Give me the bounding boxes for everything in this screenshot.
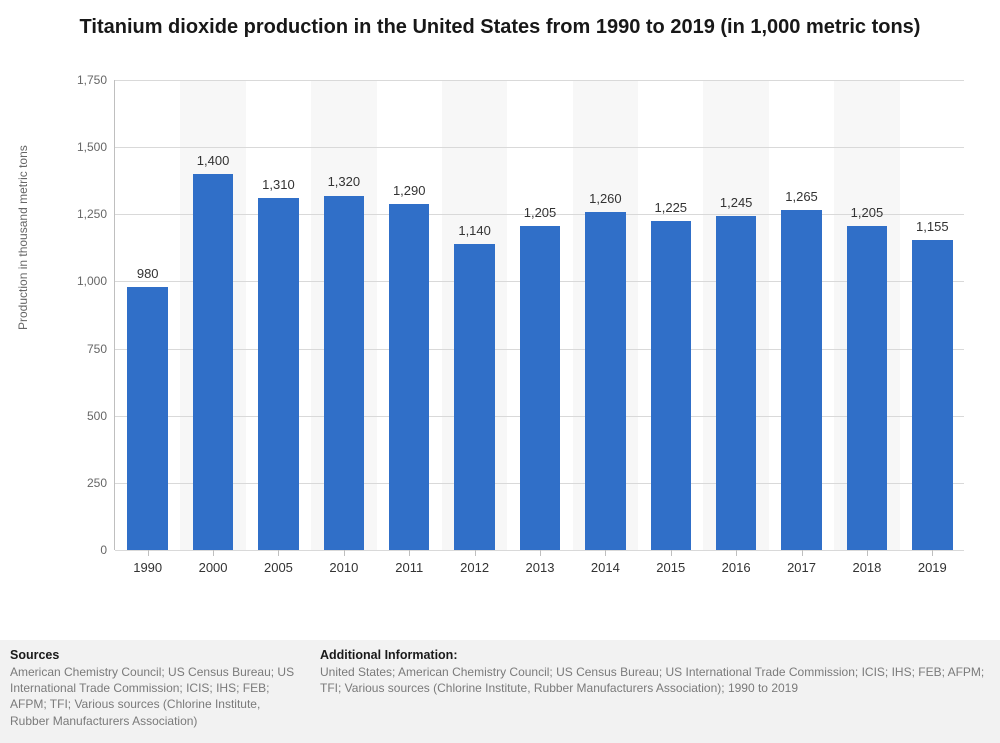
additional-info-column: Additional Information: United States; A… <box>320 648 990 696</box>
sources-column: Sources American Chemistry Council; US C… <box>10 648 320 729</box>
bar[interactable] <box>454 244 495 550</box>
y-tick-label: 500 <box>87 409 107 423</box>
additional-info-body: United States; American Chemistry Counci… <box>320 664 990 696</box>
x-tick <box>802 550 803 556</box>
sources-heading: Sources <box>10 648 302 662</box>
bar[interactable] <box>389 204 430 550</box>
x-tick <box>278 550 279 556</box>
bar-value-label: 1,310 <box>262 177 295 198</box>
bar[interactable] <box>651 221 692 550</box>
y-axis-label: Production in thousand metric tons <box>16 145 30 330</box>
bar[interactable] <box>258 198 299 550</box>
bar-value-label: 1,265 <box>785 189 818 210</box>
plot-area: 980 1,400 1,310 1,320 1,290 1,140 1,205 1,260 1,… <box>114 80 964 550</box>
bar-value-label: 1,205 <box>524 205 557 226</box>
x-tick <box>409 550 410 556</box>
bar[interactable] <box>781 210 822 550</box>
bar-value-label: 1,225 <box>654 200 687 221</box>
plot-wrap: 980 1,400 1,310 1,320 1,290 1,140 1,205 1,260 1,… <box>64 80 974 580</box>
bars-layer: 980 1,400 1,310 1,320 1,290 1,140 1,205 1,260 1,… <box>115 80 964 550</box>
bar[interactable] <box>193 174 234 550</box>
x-tick <box>344 550 345 556</box>
y-tick-label: 250 <box>87 476 107 490</box>
y-tick-label: 1,500 <box>77 140 107 154</box>
bar-value-label: 1,320 <box>328 174 361 195</box>
y-tick-label: 1,000 <box>77 274 107 288</box>
x-tick <box>540 550 541 556</box>
chart-card: Titanium dioxide production in the Unite… <box>0 0 1000 640</box>
bar-value-label: 1,155 <box>916 219 949 240</box>
bar-value-label: 1,245 <box>720 195 753 216</box>
footer: Sources American Chemistry Council; US C… <box>0 648 1000 729</box>
x-tick <box>605 550 606 556</box>
bar[interactable] <box>127 287 168 550</box>
x-tick <box>932 550 933 556</box>
y-tick-label: 1,250 <box>77 207 107 221</box>
chart-title: Titanium dioxide production in the Unite… <box>0 0 1000 41</box>
bar-value-label: 1,205 <box>851 205 884 226</box>
bar[interactable] <box>847 226 888 550</box>
x-tick <box>475 550 476 556</box>
additional-info-heading: Additional Information: <box>320 648 990 662</box>
bar-value-label: 1,260 <box>589 191 622 212</box>
y-tick-label: 0 <box>100 543 107 557</box>
bar-value-label: 1,400 <box>197 153 230 174</box>
bar[interactable] <box>716 216 757 550</box>
x-tick <box>867 550 868 556</box>
bar-value-label: 1,140 <box>458 223 491 244</box>
bar-value-label: 1,290 <box>393 183 426 204</box>
y-tick-label: 1,750 <box>77 73 107 87</box>
x-tick <box>671 550 672 556</box>
y-tick-label: 750 <box>87 342 107 356</box>
bar-value-label: 980 <box>137 266 159 287</box>
bar[interactable] <box>585 212 626 550</box>
x-tick <box>213 550 214 556</box>
x-tick <box>148 550 149 556</box>
x-tick <box>736 550 737 556</box>
bar[interactable] <box>520 226 561 550</box>
bar[interactable] <box>912 240 953 550</box>
sources-body: American Chemistry Council; US Census Bu… <box>10 664 302 729</box>
bar[interactable] <box>324 196 365 551</box>
